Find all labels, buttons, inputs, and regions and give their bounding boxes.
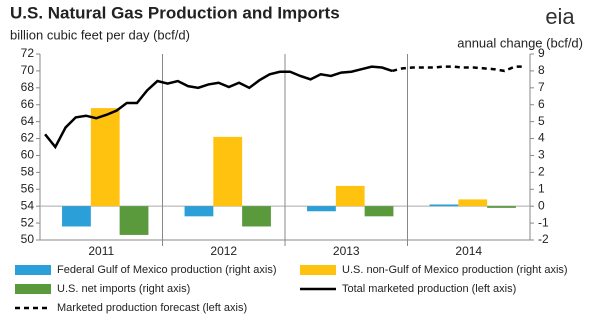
y2-tick-label: 0 (538, 198, 545, 212)
y-tick-label: 54 (21, 198, 35, 212)
y2-tick-label: 5 (538, 114, 545, 128)
y-tick-label: 62 (21, 131, 35, 145)
x-tick-label: 2013 (333, 244, 360, 258)
y-tick-label: 52 (21, 215, 35, 229)
y-tick-label: 66 (21, 97, 35, 111)
y2-tick-label: 3 (538, 148, 545, 162)
y-tick-label: 58 (21, 165, 35, 179)
y2-tick-label: 1 (538, 181, 545, 195)
legend-swatch (15, 284, 51, 294)
legend-label: Total marketed production (left axis) (342, 283, 516, 295)
y-tick-label: 64 (21, 114, 35, 128)
line (391, 65, 525, 73)
bar (307, 206, 336, 212)
y-tick-label: 50 (21, 232, 35, 246)
left-axis-label: billion cubic feet per day (bcf/d) (10, 27, 190, 42)
line (44, 65, 393, 150)
y2-tick-label: 4 (538, 131, 545, 145)
x-tick-label: 2011 (88, 244, 114, 258)
y2-tick-label: 7 (538, 80, 545, 94)
y2-tick-label: 2 (538, 165, 545, 179)
legend-swatch (15, 265, 51, 275)
bar (242, 206, 271, 227)
bar (184, 206, 214, 217)
y-tick-label: 68 (21, 80, 35, 94)
chart-title: U.S. Natural Gas Production and Imports (10, 3, 340, 22)
y-tick-label: 56 (21, 181, 35, 195)
bar (119, 206, 149, 235)
bar (335, 185, 365, 207)
legend-swatch (300, 265, 336, 275)
legend-label: U.S. non-Gulf of Mexico production (righ… (342, 264, 568, 276)
logo: eia (545, 4, 575, 29)
bar (429, 204, 459, 207)
y2-tick-label: 8 (538, 63, 545, 77)
bar (62, 206, 91, 227)
legend-label: Federal Gulf of Mexico production (right… (57, 264, 276, 276)
y2-tick-label: 9 (538, 46, 545, 60)
bar (213, 136, 243, 207)
y-tick-label: 70 (21, 63, 35, 77)
bar (90, 108, 120, 207)
legend-label: Marketed production forecast (left axis) (57, 302, 247, 314)
bar (487, 206, 516, 208)
y2-tick-label: -2 (538, 232, 549, 246)
x-tick-label: 2014 (455, 244, 482, 258)
y-tick-label: 60 (21, 148, 35, 162)
right-axis-label: annual change (bcf/d) (457, 35, 583, 50)
y-tick-label: 72 (21, 46, 35, 60)
bar (364, 206, 394, 217)
y2-tick-label: 6 (538, 97, 545, 111)
bar (458, 199, 488, 207)
x-tick-label: 2012 (210, 244, 237, 258)
y2-tick-label: -1 (538, 215, 549, 229)
legend-label: U.S. net imports (right axis) (57, 283, 190, 295)
